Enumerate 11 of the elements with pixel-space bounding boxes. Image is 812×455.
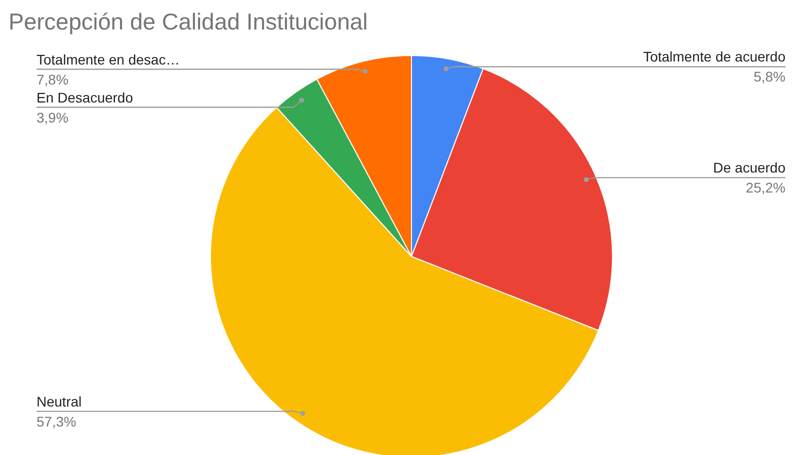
slice-label: De acuerdo xyxy=(713,160,786,176)
chart-title: Percepción de Calidad Institucional xyxy=(8,8,368,34)
data-label: 57,3% xyxy=(36,413,76,430)
data-label: 7,8% xyxy=(36,71,68,88)
slice-label: Totalmente en desac… xyxy=(36,51,180,68)
slice-label: En Desacuerdo xyxy=(36,89,134,106)
data-label: 3,9% xyxy=(36,109,68,126)
data-label: 25,2% xyxy=(746,180,786,196)
slice-label: Totalmente de acuerdo xyxy=(643,48,786,65)
data-label: 5,8% xyxy=(754,68,786,85)
slice-label: Neutral xyxy=(36,393,82,410)
